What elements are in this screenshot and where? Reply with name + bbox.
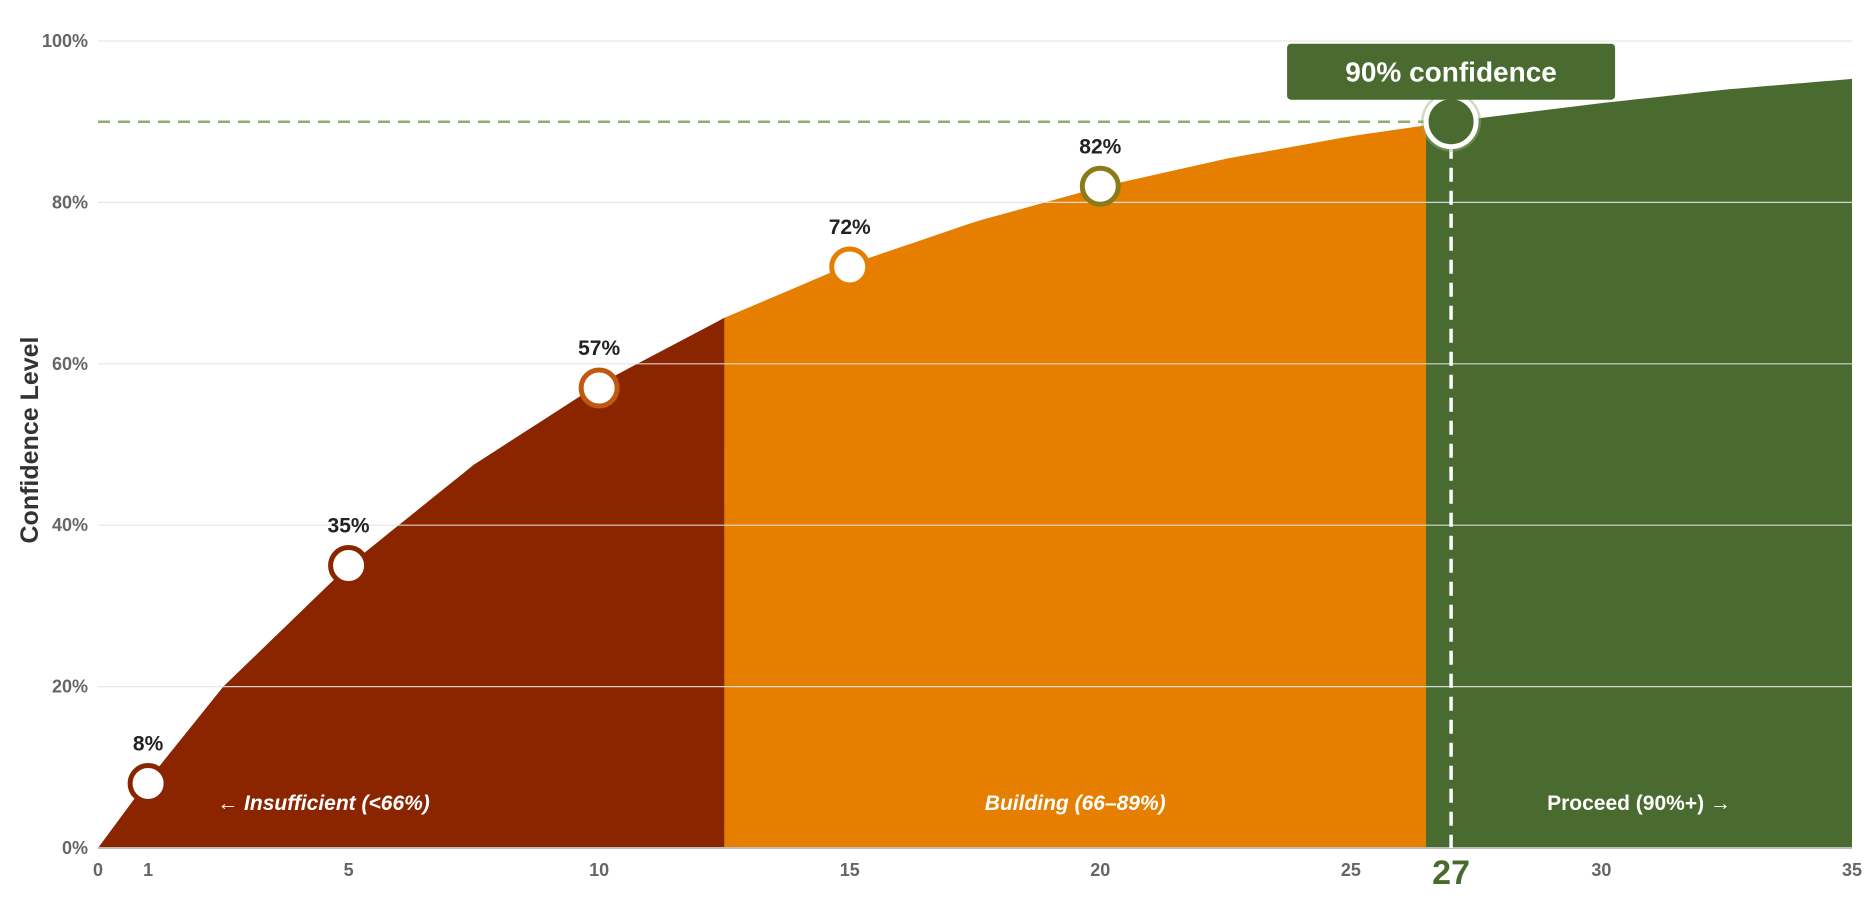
y-tick-label: 40%: [52, 515, 88, 535]
data-point-5: [1079, 165, 1121, 207]
data-point-3: [578, 367, 620, 409]
labels-layer: 8% 35% 57% 72% 82% 90% confidence ← Insufficie…: [133, 43, 1731, 815]
x-tick-label: 25: [1341, 860, 1361, 880]
x-tick-label: 10: [589, 860, 609, 880]
x-tick-label: 1: [143, 860, 153, 880]
data-point-1: [127, 762, 169, 804]
data-label-3: 57%: [578, 337, 620, 360]
x-tick-label: 15: [840, 860, 860, 880]
y-tick-label: 60%: [52, 354, 88, 374]
zone-area-1: [98, 317, 725, 848]
grid-layer: [98, 40, 1852, 688]
target-callout-box: [1287, 43, 1616, 100]
x-tick-label: 0: [93, 860, 103, 880]
zones-layer: [98, 78, 1852, 849]
zone-label-1: ← Insufficient (<66%): [217, 792, 430, 815]
x-tick-label: 5: [344, 860, 354, 880]
data-label-1: 8%: [133, 732, 164, 755]
y-tick-label: 80%: [52, 192, 88, 212]
data-point-4: [829, 246, 871, 288]
x-tick-label: 30: [1591, 860, 1611, 880]
axis-layer: 0%20%40%60%80%100%0 1 5 10 15 20 25 27 30 35: [42, 31, 1862, 892]
y-axis-label: Confidence Level: [16, 337, 44, 544]
y-tick-label: 20%: [52, 677, 88, 697]
x-tick-label: 35: [1842, 860, 1862, 880]
data-label-4: 72%: [829, 216, 871, 239]
data-point-2: [328, 545, 370, 587]
y-tick-label: 0%: [62, 838, 88, 858]
guides-layer: [98, 120, 1453, 848]
zone-area-3: [1426, 78, 1852, 849]
x-tick-label-highlight: 27: [1432, 854, 1470, 892]
y-tick-label: 100%: [42, 31, 88, 51]
data-label-2: 35%: [328, 515, 370, 538]
zone-label-2: Building (66–89%): [985, 792, 1166, 815]
zone-label-3: Proceed (90%+) →: [1547, 792, 1731, 815]
zone-area-2: [724, 125, 1427, 848]
data-label-5: 82%: [1079, 135, 1121, 158]
target-point: [1423, 94, 1479, 150]
target-callout-label: 90% confidence: [1345, 57, 1557, 88]
x-tick-label: 20: [1090, 860, 1110, 880]
points-layer: [127, 91, 1482, 804]
